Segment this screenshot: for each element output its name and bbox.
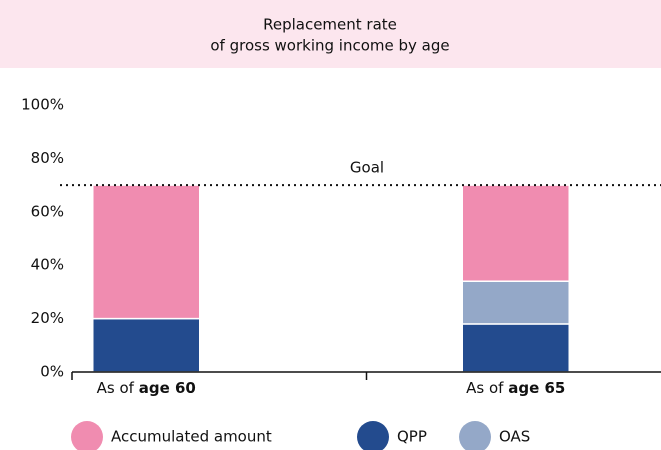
bar-segment xyxy=(461,184,570,282)
legend-label: QPP xyxy=(397,428,427,446)
chart-title: of gross working income by age xyxy=(210,37,449,55)
x-tick-label: As of age 60 xyxy=(97,379,196,397)
x-tick-label: As of age 65 xyxy=(466,379,565,397)
y-tick-label: 40% xyxy=(31,256,64,274)
legend-swatch xyxy=(71,421,103,450)
bar-segment xyxy=(92,317,201,373)
y-tick-label: 80% xyxy=(31,149,64,167)
y-tick-label: 60% xyxy=(31,202,64,220)
legend-label: OAS xyxy=(499,428,530,446)
bar-segment xyxy=(461,280,570,325)
y-tick-label: 20% xyxy=(31,309,64,327)
bar-segment xyxy=(92,184,201,320)
bar-segment xyxy=(461,323,570,373)
legend-swatch xyxy=(357,421,389,450)
y-tick-label: 0% xyxy=(40,363,64,381)
chart-title: Replacement rate xyxy=(263,16,397,34)
y-tick-label: 100% xyxy=(21,96,64,114)
goal-label: Goal xyxy=(350,159,384,177)
title-band xyxy=(0,0,661,68)
legend-label: Accumulated amount xyxy=(111,428,272,446)
legend-swatch xyxy=(459,421,491,450)
